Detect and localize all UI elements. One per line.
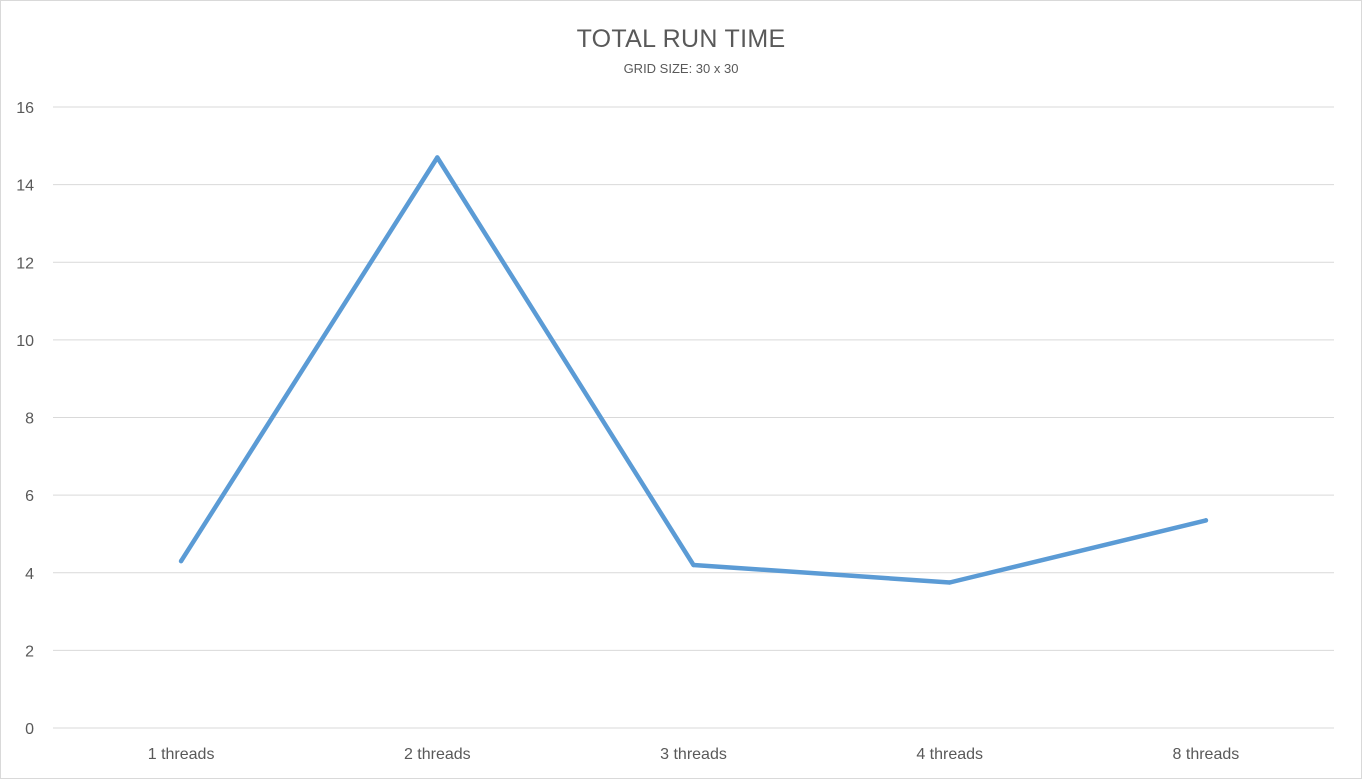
y-tick-label: 12 <box>16 255 34 272</box>
y-tick-label: 4 <box>25 566 34 583</box>
gridlines <box>53 106 1334 729</box>
x-tick-label: 2 threads <box>404 746 471 763</box>
y-tick-label: 8 <box>25 411 34 428</box>
y-tick-label: 10 <box>16 333 34 350</box>
data-point <box>691 562 696 568</box>
x-tick-label: 1 threads <box>148 746 215 763</box>
y-tick-label: 14 <box>16 178 34 195</box>
y-tick-label: 0 <box>25 721 34 738</box>
y-axis-ticks: 0 2 4 6 8 10 12 14 16 <box>16 100 34 738</box>
y-tick-label: 2 <box>25 643 34 660</box>
y-tick-label: 16 <box>16 100 34 117</box>
y-tick-label: 6 <box>25 488 34 505</box>
series-layer <box>178 155 1209 585</box>
chart-subtitle: GRID SIZE: 30 x 30 <box>623 61 739 76</box>
data-point <box>435 155 440 160</box>
data-point <box>947 580 952 585</box>
x-tick-label: 8 threads <box>1173 746 1240 763</box>
x-tick-label: 4 threads <box>916 746 983 763</box>
x-tick-label: 3 threads <box>660 746 727 763</box>
series-line <box>178 155 1209 585</box>
data-point <box>178 558 184 564</box>
data-point <box>1203 518 1209 523</box>
x-axis-ticks: 1 threads 2 threads 3 threads 4 threads 8 th… <box>148 746 1240 763</box>
chart-title: TOTAL RUN TIME <box>576 25 786 53</box>
